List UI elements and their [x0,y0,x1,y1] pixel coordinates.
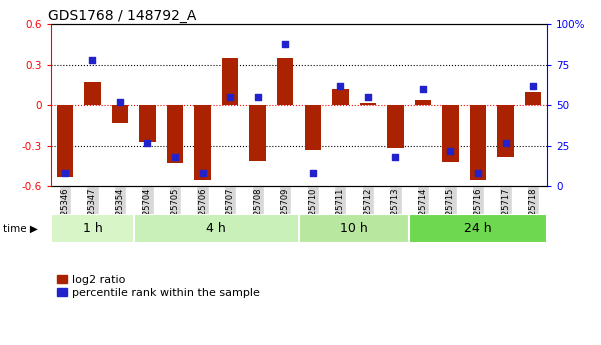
Point [115,99,125,105]
Point [142,140,152,145]
Text: 24 h: 24 h [464,222,492,235]
Bar [359,102,376,105]
Text: 10 h: 10 h [340,222,368,235]
Bar [277,58,293,105]
Bar [222,58,239,105]
Bar [249,105,266,161]
Bar [332,89,349,105]
Point [60,170,70,176]
Point [446,148,456,154]
Bar [194,105,211,179]
Point [225,94,235,100]
Bar [112,105,128,123]
Point [198,170,207,176]
Legend: log2 ratio, percentile rank within the sample: log2 ratio, percentile rank within the s… [56,275,260,298]
Point [88,57,97,62]
Text: 4 h: 4 h [207,222,226,235]
Point [363,94,373,100]
Bar [442,105,459,162]
Text: time ▶: time ▶ [3,224,38,233]
Point [528,83,538,89]
Point [501,140,510,145]
Text: 1 h: 1 h [82,222,102,235]
Bar [470,105,486,179]
Bar [84,82,100,105]
Point [418,86,428,92]
Point [391,154,400,160]
Bar [51,214,133,243]
Point [170,154,180,160]
Point [473,170,483,176]
Bar [167,105,183,163]
Bar [139,105,156,142]
Point [308,170,317,176]
Bar [133,214,299,243]
Point [335,83,345,89]
Bar [497,105,514,157]
Bar [299,214,409,243]
Bar [305,105,321,150]
Point [281,41,290,46]
Point [253,94,263,100]
Bar [387,105,404,148]
Bar [409,214,547,243]
Bar [415,100,431,105]
Bar [525,92,542,105]
Text: GDS1768 / 148792_A: GDS1768 / 148792_A [48,9,197,23]
Bar [56,105,73,177]
